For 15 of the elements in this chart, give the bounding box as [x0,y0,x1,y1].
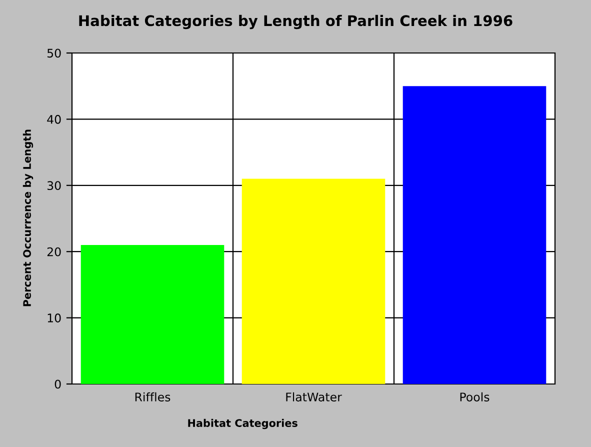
x-axis-title: Habitat Categories [188,418,298,430]
x-tick-label: Pools [460,392,490,402]
bar [242,178,386,384]
y-tick-label: 40 [47,114,61,124]
bar [402,86,546,384]
y-tick-label: 30 [47,181,61,190]
chart-title: Habitat Categories by Length of Parlin Creek in 1996 [79,14,512,30]
x-tick-label: Riffles [135,392,170,402]
y-tick-label: 10 [48,314,61,322]
y-tick-label: 20 [47,247,61,256]
y-tick-label: 50 [47,48,61,58]
y-tick-label: 0 [54,380,61,389]
bar [80,244,224,384]
y-axis-title: Percent Occurrence by Length [22,130,34,306]
x-tick-label: FlatWater [286,392,342,402]
